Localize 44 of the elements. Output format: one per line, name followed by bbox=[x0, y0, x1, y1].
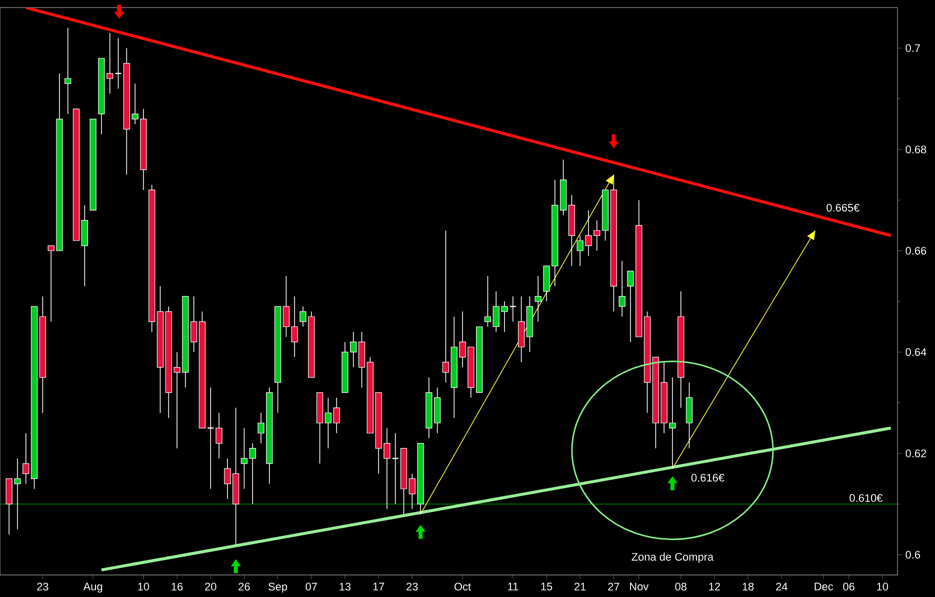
y-tick-label: 0.62 bbox=[906, 450, 926, 458]
ref-line-label: 0.610€ bbox=[850, 494, 883, 502]
annotation: 0.665€ bbox=[826, 204, 860, 212]
candlestick bbox=[442, 230, 450, 383]
x-tick-label: Dec bbox=[814, 582, 834, 590]
y-tick-label: 0.64 bbox=[906, 348, 926, 356]
x-tick-label: 11 bbox=[508, 582, 518, 590]
candlestick bbox=[249, 442, 256, 504]
x-tick-label: Nov bbox=[630, 582, 649, 590]
x-tick-label: 12 bbox=[709, 582, 720, 590]
x-tick-label: 27 bbox=[608, 582, 620, 590]
x-tick-label: 23 bbox=[406, 582, 418, 591]
x-tick-label: Aug bbox=[83, 582, 102, 593]
y-tick-label: 0.6 bbox=[906, 550, 920, 559]
x-tick-label: 08 bbox=[675, 582, 686, 591]
x-tick-label: 15 bbox=[541, 582, 552, 590]
x-tick-label: 26 bbox=[238, 582, 250, 591]
candlestick bbox=[114, 38, 122, 90]
x-tick-label: 10 bbox=[877, 582, 888, 591]
y-tick-label: 0.7 bbox=[906, 44, 920, 52]
y-tick-label: 0.66 bbox=[906, 246, 926, 255]
x-tick-label: 13 bbox=[340, 582, 351, 591]
x-tick-label: 20 bbox=[205, 582, 216, 591]
x-tick-label: 24 bbox=[776, 582, 788, 590]
x-tick-label: Oct bbox=[454, 582, 471, 591]
x-tick-label: 16 bbox=[172, 582, 183, 591]
candlestick bbox=[22, 432, 30, 484]
x-tick-label: 18 bbox=[742, 582, 754, 591]
candlestick bbox=[240, 428, 248, 490]
candlestick bbox=[484, 276, 492, 328]
x-tick-label: 07 bbox=[306, 582, 317, 591]
x-tick-label: 17 bbox=[373, 582, 384, 590]
x-tick-label: 10 bbox=[138, 582, 150, 591]
candlestick bbox=[216, 412, 222, 459]
candlestick bbox=[64, 27, 72, 114]
x-tick-label: 06 bbox=[843, 582, 854, 591]
candlestick bbox=[534, 276, 542, 322]
x-tick-label: Sep bbox=[268, 582, 288, 593]
candlestick bbox=[618, 260, 626, 318]
y-tick-label: 0.68 bbox=[906, 146, 926, 154]
x-tick-label: 23 bbox=[37, 582, 48, 591]
annotation: 0.616€ bbox=[691, 474, 724, 482]
x-tick-label: 21 bbox=[574, 582, 586, 590]
annotation: Zona de Compra bbox=[632, 552, 714, 563]
